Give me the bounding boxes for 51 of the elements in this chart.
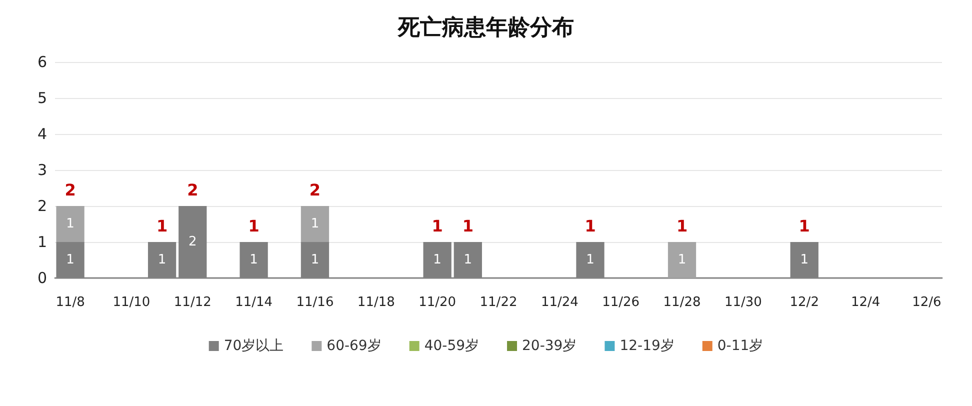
total-label: 1 — [462, 216, 474, 236]
total-label: 2 — [309, 180, 321, 200]
x-tick-label: 11/8 — [56, 295, 85, 310]
data-label: 1 — [464, 252, 472, 268]
y-tick-label: 1 — [37, 233, 47, 251]
legend-label: 12-19岁 — [620, 338, 674, 354]
data-label: 2 — [188, 234, 197, 250]
y-tick-label: 3 — [37, 161, 47, 179]
total-label: 1 — [432, 216, 443, 236]
total-label: 1 — [156, 216, 168, 236]
x-tick-label: 12/2 — [790, 295, 819, 310]
data-label: 1 — [310, 252, 320, 268]
data-label: 1 — [433, 252, 442, 268]
data-label: 1 — [66, 216, 74, 232]
data-label: 1 — [800, 252, 809, 268]
x-tick-label: 11/22 — [480, 295, 518, 310]
x-tick-label: 11/10 — [112, 295, 150, 310]
y-tick-label: 4 — [37, 125, 47, 143]
x-tick-label: 11/26 — [602, 295, 640, 310]
x-tick-label: 11/30 — [724, 295, 762, 310]
data-label: 1 — [66, 252, 74, 268]
total-label: 2 — [187, 180, 198, 200]
total-label: 2 — [64, 180, 76, 200]
y-tick-label: 6 — [37, 53, 47, 71]
total-label: 1 — [676, 216, 688, 236]
legend-label: 0-11岁 — [717, 338, 764, 354]
data-label: 1 — [586, 252, 594, 268]
y-tick-label: 2 — [37, 197, 47, 215]
x-tick-label: 12/4 — [850, 295, 880, 310]
x-tick-label: 11/28 — [663, 295, 701, 310]
data-label: 1 — [310, 216, 320, 232]
total-label: 1 — [798, 216, 810, 236]
y-tick-label: 0 — [37, 269, 47, 287]
x-tick-label: 11/12 — [174, 295, 212, 310]
y-tick-label: 5 — [37, 89, 47, 107]
legend-label: 60-69岁 — [326, 338, 382, 354]
data-label: 1 — [678, 252, 686, 268]
x-tick-label: 11/18 — [357, 295, 395, 310]
total-label: 1 — [584, 216, 596, 236]
x-tick-label: 11/20 — [418, 295, 456, 310]
data-label: 1 — [250, 252, 258, 268]
total-label: 1 — [248, 216, 260, 236]
legend-label: 40-59岁 — [424, 338, 480, 354]
x-tick-label: 11/24 — [540, 295, 578, 310]
x-tick-label: 12/6 — [912, 295, 942, 310]
legend-label: 70岁以上 — [224, 338, 284, 354]
chart-title: 死亡病患年龄分布 — [397, 14, 574, 40]
x-tick-label: 11/16 — [296, 295, 334, 310]
legend-label: 20-39岁 — [522, 338, 577, 354]
data-label: 1 — [158, 252, 166, 268]
x-tick-label: 11/14 — [235, 295, 273, 310]
